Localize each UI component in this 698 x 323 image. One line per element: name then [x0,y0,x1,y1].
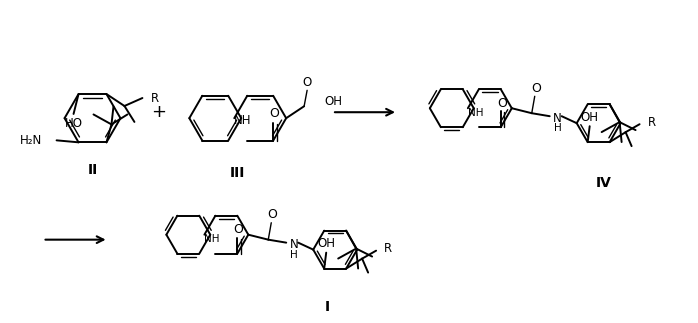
Text: N: N [290,238,299,251]
Text: NH: NH [234,114,251,127]
Text: H: H [290,250,298,260]
Text: O: O [267,208,277,221]
Text: III: III [230,166,246,180]
Text: IV: IV [595,176,611,190]
Text: I: I [325,300,329,314]
Text: OH: OH [317,237,335,250]
Text: NH: NH [468,108,483,118]
Text: O: O [530,82,541,95]
Text: O: O [233,223,244,236]
Text: NH: NH [204,234,220,244]
Text: OH: OH [324,95,342,108]
Text: O: O [497,97,507,110]
Text: H: H [554,123,562,133]
Text: HO: HO [64,118,82,130]
Text: II: II [87,163,98,177]
Text: N: N [554,112,562,125]
Text: R: R [150,91,158,105]
Text: O: O [302,76,312,89]
Text: O: O [269,107,279,120]
Text: OH: OH [581,111,599,124]
Text: R: R [384,242,392,255]
Text: R: R [648,116,655,129]
Text: +: + [151,103,166,121]
Text: H₂N: H₂N [20,134,43,147]
